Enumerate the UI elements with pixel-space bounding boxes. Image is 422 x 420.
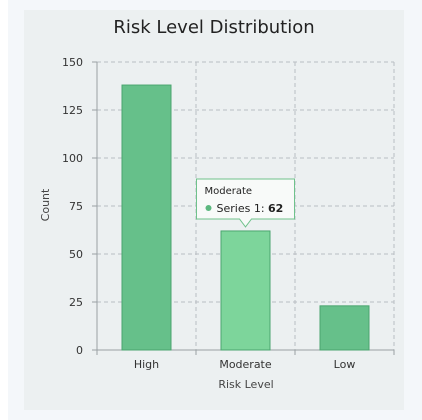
y-axis-title: Count (39, 188, 52, 221)
y-tick-label: 150 (62, 56, 83, 69)
y-tick-label: 25 (69, 296, 83, 309)
y-tick-label: 100 (62, 152, 83, 165)
tooltip-box (196, 178, 295, 228)
tick-labels: 0 25 50 75 100 125 150 High Moderate Low (62, 56, 355, 371)
tooltip-series-line: Series 1: 62 (217, 202, 284, 215)
bar-high (121, 84, 172, 351)
tooltip-series-name: Series 1 (217, 202, 261, 215)
x-tick-label: Moderate (219, 358, 272, 371)
tooltip-category: Moderate (205, 186, 253, 197)
x-axis-title: Risk Level (218, 378, 273, 391)
x-tick-label: High (134, 358, 159, 371)
y-tick-label: 75 (69, 200, 83, 213)
x-tick-label: Low (334, 358, 356, 371)
bars (121, 84, 370, 351)
tooltip: Moderate Series 1: 62 (196, 178, 295, 228)
left-margin-strip (0, 0, 8, 420)
y-tick-label: 50 (69, 248, 83, 261)
y-tick-label: 0 (76, 344, 83, 357)
chart-title: Risk Level Distribution (113, 17, 314, 38)
tooltip-value: 62 (268, 202, 283, 215)
bar-low (319, 305, 370, 351)
bar-moderate (220, 230, 271, 351)
tooltip-series-dot (205, 204, 212, 211)
y-tick-label: 125 (62, 104, 83, 117)
